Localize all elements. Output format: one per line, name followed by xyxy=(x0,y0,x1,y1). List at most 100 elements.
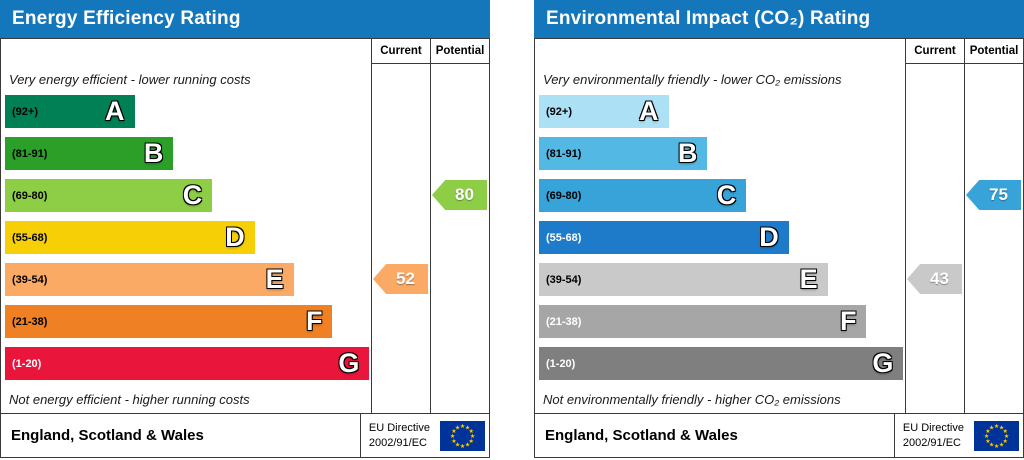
band-range-label: (81-91) xyxy=(12,147,48,160)
top-caption: Very energy efficient - lower running co… xyxy=(9,72,251,87)
current-column-header: Current xyxy=(906,39,964,64)
band-range-label: (81-91) xyxy=(546,147,582,160)
band-range-label: (39-54) xyxy=(546,273,582,286)
svg-text:★: ★ xyxy=(450,433,455,440)
bands-column: Very energy efficient - lower running co… xyxy=(1,39,371,413)
svg-text:★: ★ xyxy=(985,438,990,445)
current-rating-value: 43 xyxy=(930,269,949,288)
band-letter: B xyxy=(143,138,164,168)
current-column-header: Current xyxy=(372,39,430,64)
bottom-caption: Not energy efficient - higher running co… xyxy=(9,392,250,407)
chart-header: Energy Efficiency Rating xyxy=(0,0,490,38)
chart-footer: England, Scotland & Wales EU Directive 2… xyxy=(535,413,1023,457)
eu-directive-line1: EU Directive xyxy=(902,422,964,435)
band-range-label: (39-54) xyxy=(12,273,48,286)
band-row-f: (21-38) F xyxy=(5,305,333,338)
band-row-g: (1-20) G xyxy=(539,347,904,380)
potential-column: Potential 75 xyxy=(964,39,1023,413)
band-range-label: (69-80) xyxy=(12,189,48,202)
potential-column-header: Potential xyxy=(965,39,1023,64)
band-row-e: (39-54) E xyxy=(539,263,828,296)
eu-directive-line2: 2002/91/EC xyxy=(368,436,427,449)
svg-text:★: ★ xyxy=(1003,428,1008,435)
svg-text:★: ★ xyxy=(1003,438,1008,445)
band-row-d: (55-68) D xyxy=(5,221,255,254)
band-letter: G xyxy=(338,348,360,378)
rating-table: Very environmentally friendly - lower CO… xyxy=(534,38,1024,458)
band-range-label: (92+) xyxy=(546,105,572,118)
potential-rating-tag: 75 xyxy=(966,180,1021,210)
svg-text:★: ★ xyxy=(465,441,470,448)
band-range-label: (69-80) xyxy=(546,189,582,202)
band-row-d: (55-68) D xyxy=(539,221,789,254)
svg-text:★: ★ xyxy=(455,441,460,448)
band-row-c: (69-80) C xyxy=(539,179,747,212)
band-letter: C xyxy=(716,180,737,210)
svg-text:★: ★ xyxy=(451,428,456,435)
chart-title: Environmental Impact (CO₂) Rating xyxy=(546,8,871,29)
band-letter: A xyxy=(639,96,659,126)
band-row-f: (21-38) F xyxy=(539,305,867,338)
band-letter: E xyxy=(799,264,818,294)
potential-column-header: Potential xyxy=(431,39,489,64)
band-row-c: (69-80) C xyxy=(5,179,213,212)
bottom-caption: Not environmentally friendly - higher CO… xyxy=(543,392,841,407)
eu-flag-icon: ★ ★★ ★★★ ★★★ ★★★ xyxy=(974,420,1019,451)
potential-rating-tag: 80 xyxy=(432,180,487,210)
eu-directive-line2: 2002/91/EC xyxy=(902,436,961,449)
svg-text:★: ★ xyxy=(465,424,470,431)
svg-text:★: ★ xyxy=(469,438,474,445)
chart-footer: England, Scotland & Wales EU Directive 2… xyxy=(1,413,489,457)
svg-text:★: ★ xyxy=(460,443,465,450)
band-range-label: (21-38) xyxy=(546,315,582,328)
svg-text:★: ★ xyxy=(1004,433,1009,440)
svg-text:★: ★ xyxy=(470,433,475,440)
band-letter: B xyxy=(677,138,698,168)
band-letter: D xyxy=(759,222,779,252)
band-range-label: (1-20) xyxy=(546,357,576,370)
band-row-b: (81-91) B xyxy=(5,137,174,170)
band-letter: F xyxy=(839,306,857,336)
band-letter: D xyxy=(225,222,245,252)
svg-text:★: ★ xyxy=(999,441,1004,448)
band-letter: G xyxy=(872,348,894,378)
svg-text:★: ★ xyxy=(989,424,994,431)
band-row-g: (1-20) G xyxy=(5,347,370,380)
band-row-a: (92+) A xyxy=(5,95,135,128)
band-row-a: (92+) A xyxy=(539,95,669,128)
svg-text:★: ★ xyxy=(999,424,1004,431)
svg-text:★: ★ xyxy=(989,441,994,448)
eu-directive-line1: EU Directive xyxy=(368,422,430,435)
svg-text:★: ★ xyxy=(469,428,474,435)
band-range-label: (1-20) xyxy=(12,357,42,370)
potential-column: Potential 80 xyxy=(430,39,489,413)
band-letter: F xyxy=(305,306,323,336)
svg-text:★: ★ xyxy=(984,433,989,440)
svg-text:★: ★ xyxy=(460,423,465,430)
current-column: Current 43 xyxy=(905,39,964,413)
eu-flag-icon: ★ ★★ ★★★ ★★★ ★★★ xyxy=(440,420,485,451)
top-caption: Very environmentally friendly - lower CO… xyxy=(543,72,842,87)
band-letter: A xyxy=(105,96,125,126)
current-rating-tag: 52 xyxy=(373,264,428,294)
band-range-label: (55-68) xyxy=(12,231,48,244)
current-rating-value: 52 xyxy=(396,269,415,288)
footer-region-label: England, Scotland & Wales xyxy=(545,427,738,444)
svg-text:★: ★ xyxy=(994,423,999,430)
current-column: Current 52 xyxy=(371,39,430,413)
band-range-label: (21-38) xyxy=(12,315,48,328)
potential-rating-value: 75 xyxy=(989,185,1008,204)
potential-rating-value: 80 xyxy=(455,185,474,204)
band-letter: E xyxy=(265,264,284,294)
current-rating-tag: 43 xyxy=(907,264,962,294)
eu-directive-label: EU Directive 2002/91/EC xyxy=(893,414,974,457)
rating-table: Very energy efficient - lower running co… xyxy=(0,38,490,458)
band-row-e: (39-54) E xyxy=(5,263,294,296)
energy-efficiency-chart: Energy Efficiency Rating Very energy eff… xyxy=(0,0,490,458)
svg-text:★: ★ xyxy=(985,428,990,435)
bands-column: Very environmentally friendly - lower CO… xyxy=(535,39,905,413)
chart-title: Energy Efficiency Rating xyxy=(12,8,241,29)
chart-header: Environmental Impact (CO₂) Rating xyxy=(534,0,1024,38)
band-letter: C xyxy=(182,180,203,210)
